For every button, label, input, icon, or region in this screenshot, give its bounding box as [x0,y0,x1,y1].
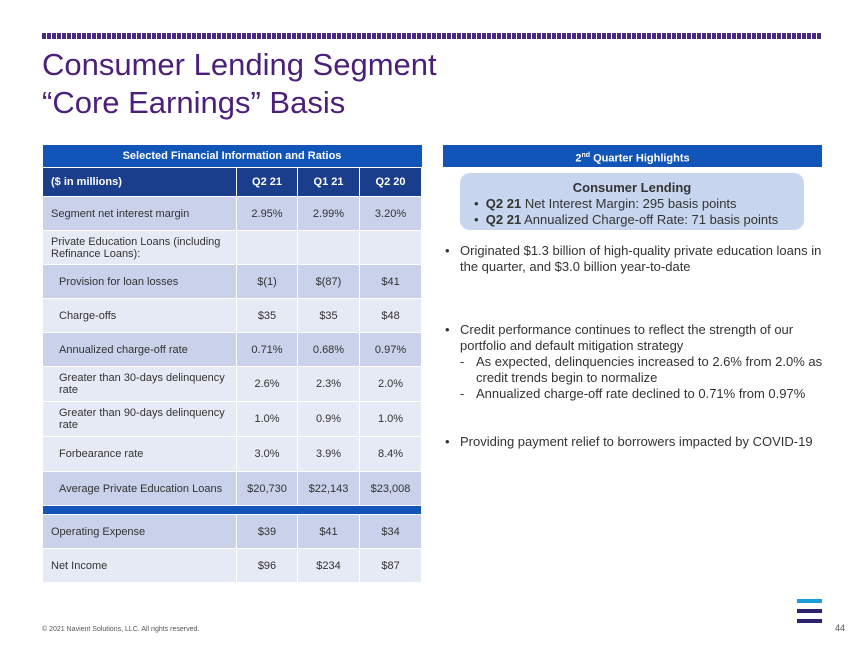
table-row: Private Education Loans (including Refin… [42,230,423,265]
row-value: 3.20% [358,196,423,231]
header-q2-20: Q2 20 [358,167,423,197]
row-value [358,230,423,265]
highlight-bullet: • Credit performance continues to reflec… [445,322,825,402]
table-row: Annualized charge-off rate 0.71% 0.68% 0… [42,332,423,367]
row-label: Segment net interest margin [42,196,237,231]
table-divider [41,505,423,515]
box-title: Consumer Lending [572,180,692,195]
table-row: Operating Expense $39 $41 $34 [42,514,423,549]
row-label: Average Private Education Loans [42,471,237,506]
table-row: Greater than 90-days delinquency rate 1.… [42,401,423,437]
highlights-header: 2nd Quarter Highlights [443,145,822,167]
row-value: 0.68% [297,332,360,367]
row-value: $41 [297,514,360,549]
slide-title: Consumer Lending Segment “Core Earnings”… [42,46,437,122]
row-value: $(1) [236,264,298,299]
row-label: Greater than 30-days delinquency rate [42,366,237,402]
title-line-1: Consumer Lending Segment [42,47,437,82]
financial-table: Selected Financial Information and Ratio… [41,145,423,583]
row-value: 3.0% [236,436,298,472]
table-row: Provision for loan losses $(1) $(87) $41 [42,264,423,299]
row-value [236,230,298,265]
row-value: 1.0% [358,401,423,437]
row-label: Forbearance rate [42,436,237,472]
row-label: Operating Expense [42,514,237,549]
table-row: Charge-offs $35 $35 $48 [42,298,423,333]
row-value: 2.0% [358,366,423,402]
header-units: ($ in millions) [42,167,237,197]
sub-bullet: - As expected, delinquencies increased to… [460,354,823,385]
row-value: $20,730 [236,471,298,506]
page-number: 44 [835,623,846,633]
copyright-footer: © 2021 Navient Solutions, LLC. All right… [42,626,200,633]
table-header-row: ($ in millions) Q2 21 Q1 21 Q2 20 [42,167,423,197]
bullet-dot: • [445,243,450,258]
row-value: $(87) [297,264,360,299]
row-value: 0.97% [358,332,423,367]
row-value: $41 [358,264,423,299]
box-item: • Q2 21 Net Interest Margin: 295 basis p… [474,196,737,211]
row-label: Provision for loan losses [42,264,237,299]
highlight-bullet: • Originated $1.3 billion of high-qualit… [445,243,822,274]
table-row: Average Private Education Loans $20,730 … [42,471,423,506]
row-value: $35 [236,298,298,333]
row-value [297,230,360,265]
row-value: $39 [236,514,298,549]
table-row: Segment net interest margin 2.95% 2.99% … [42,196,423,231]
row-value: $34 [358,514,423,549]
navient-logo-icon [797,599,822,629]
row-value: 3.9% [297,436,360,472]
row-value: 2.95% [236,196,298,231]
consumer-lending-box: Consumer Lending • Q2 21 Net Interest Ma… [460,173,804,230]
row-value: 8.4% [358,436,423,472]
row-value: $48 [358,298,423,333]
top-rule [42,33,822,39]
row-value: $87 [358,548,423,583]
row-value: 0.71% [236,332,298,367]
table-row: Net Income $96 $234 $87 [42,548,423,583]
row-value: $234 [297,548,360,583]
row-label: Annualized charge-off rate [42,332,237,367]
title-line-2: “Core Earnings” Basis [42,85,346,120]
row-value: 0.9% [297,401,360,437]
sub-bullet: - Annualized charge-off rate declined to … [460,386,806,401]
row-value: $96 [236,548,298,583]
header-q1-21: Q1 21 [297,167,360,197]
row-value: $22,143 [297,471,360,506]
table-row: Forbearance rate 3.0% 3.9% 8.4% [42,436,423,472]
row-label: Charge-offs [42,298,237,333]
box-item: • Q2 21 Annualized Charge-off Rate: 71 b… [474,212,779,227]
highlight-bullet: • Providing payment relief to borrowers … [445,434,813,449]
table-row: Greater than 30-days delinquency rate 2.… [42,366,423,402]
header-q2-21: Q2 21 [236,167,298,197]
row-value: $35 [297,298,360,333]
row-label: Net Income [42,548,237,583]
row-value: $23,008 [358,471,423,506]
row-value: 1.0% [236,401,298,437]
row-value: 2.99% [297,196,360,231]
row-label: Greater than 90-days delinquency rate [42,401,237,437]
bullet-dot: • [445,434,450,449]
row-label: Private Education Loans (including Refin… [42,230,237,265]
bullet-dot: • [445,322,450,337]
row-value: 2.6% [236,366,298,402]
row-value: 2.3% [297,366,360,402]
table-caption: Selected Financial Information and Ratio… [42,145,422,168]
